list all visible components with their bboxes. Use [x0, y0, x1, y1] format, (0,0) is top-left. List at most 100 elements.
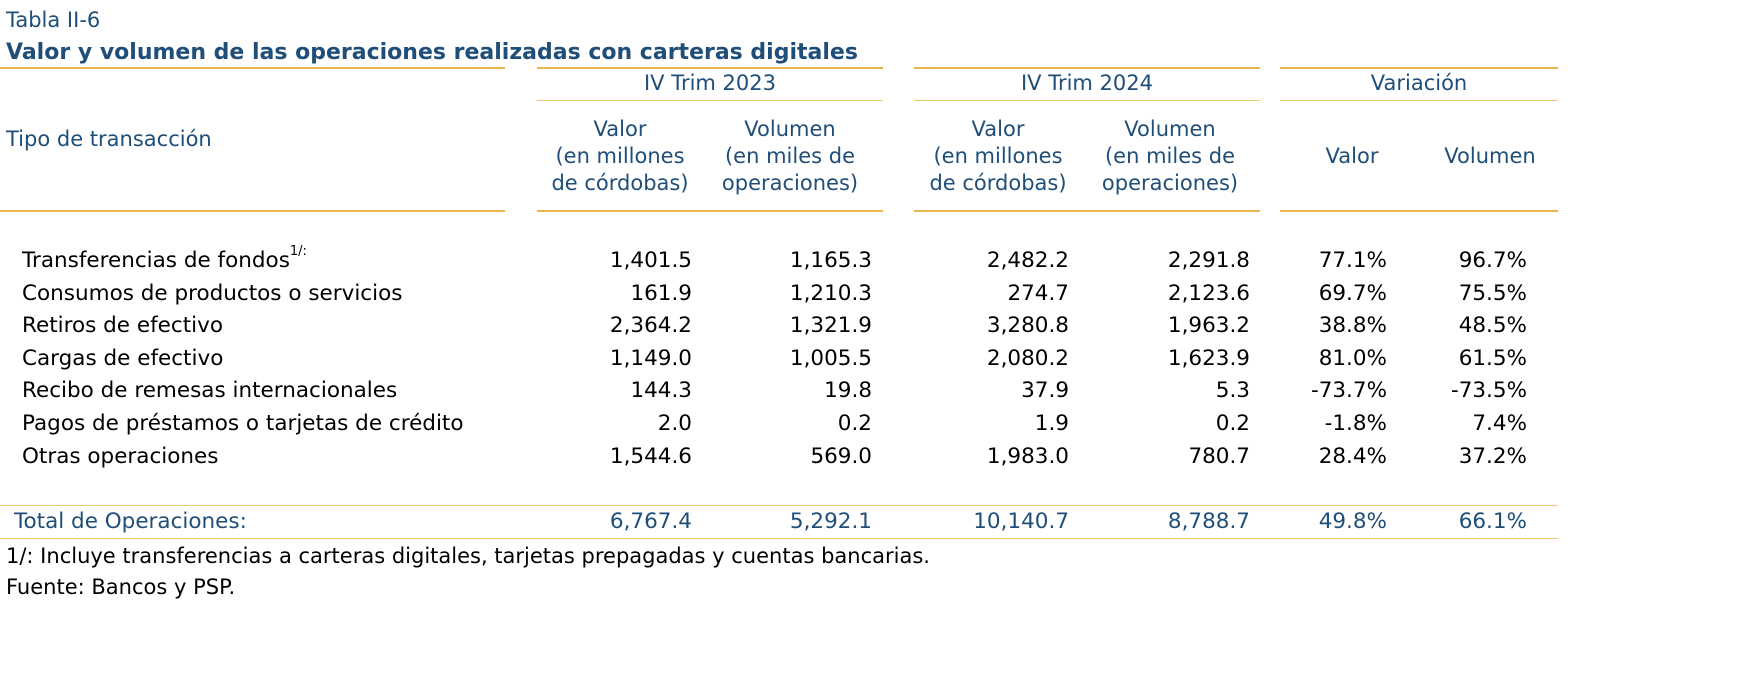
col-header-line: Volumen: [1124, 117, 1216, 141]
footnote: 1/: Incluye transferencias a carteras di…: [6, 544, 930, 568]
cell-var-volumen: 7.4%: [1472, 411, 1527, 436]
col-header-line: de córdobas): [551, 171, 689, 195]
cell-volumen-2023: 19.8: [824, 378, 872, 403]
group-underline-variacion: [1280, 100, 1558, 101]
row-label: Otras operaciones: [22, 444, 219, 469]
cell-volumen-2024: 780.7: [1188, 444, 1250, 469]
total-volumen-2024: 8,788.7: [1167, 509, 1250, 534]
col-header-line: Valor: [593, 117, 647, 141]
col-header-volumen-2024: Volumen (en miles de operaciones): [1080, 116, 1260, 197]
cell-valor-2024: 3,280.8: [986, 313, 1069, 338]
total-bottom-rule: [0, 538, 1558, 539]
cell-valor-2024: 1,983.0: [986, 444, 1069, 469]
row-label-text: Transferencias de fondos: [22, 248, 290, 273]
total-volumen-2023: 5,292.1: [789, 509, 872, 534]
top-rule-2024: [914, 67, 1260, 69]
cell-var-valor: 38.8%: [1318, 313, 1387, 338]
cell-var-valor: 28.4%: [1318, 444, 1387, 469]
group-header-2024: IV Trim 2024: [1020, 71, 1154, 95]
cell-var-volumen: 75.5%: [1458, 281, 1527, 306]
cell-valor-2023: 1,401.5: [609, 248, 692, 273]
cell-volumen-2024: 1,963.2: [1167, 313, 1250, 338]
cell-volumen-2023: 1,321.9: [789, 313, 872, 338]
col-header-line: operaciones): [721, 171, 859, 195]
cell-var-valor: -1.8%: [1324, 411, 1387, 436]
table-row: Cargas de efectivo 1,149.0 1,005.5 2,080…: [0, 346, 1758, 378]
row-label: Transferencias de fondos1/:: [22, 244, 307, 273]
cell-volumen-2023: 1,165.3: [789, 248, 872, 273]
col-header-line: (en miles de: [724, 144, 855, 168]
col-header-line: Volumen: [744, 117, 836, 141]
cell-volumen-2024: 1,623.9: [1167, 346, 1250, 371]
source-note: Fuente: Bancos y PSP.: [6, 575, 236, 599]
footnote-ref: 1/:: [289, 244, 307, 259]
total-label: Total de Operaciones:: [14, 509, 247, 534]
total-top-rule: [0, 505, 1558, 506]
group-header-2023: IV Trim 2023: [643, 71, 777, 95]
cell-volumen-2023: 1,210.3: [789, 281, 872, 306]
cell-var-volumen: -73.5%: [1450, 378, 1527, 403]
cell-valor-2024: 1.9: [1034, 411, 1069, 436]
header-rule-variacion: [1280, 210, 1558, 212]
cell-volumen-2023: 1,005.5: [789, 346, 872, 371]
total-row: Total de Operaciones: 6,767.4 5,292.1 10…: [0, 509, 1758, 541]
table-row: Retiros de efectivo 2,364.2 1,321.9 3,28…: [0, 313, 1758, 345]
col-header-line: (en millones: [555, 144, 685, 168]
group-underline-2024: [914, 100, 1260, 101]
row-label: Retiros de efectivo: [22, 313, 223, 338]
col-header-line: (en millones: [933, 144, 1063, 168]
header-rule-2023: [537, 210, 883, 212]
cell-volumen-2024: 0.2: [1215, 411, 1250, 436]
col-header-valor-2023: Valor (en millones de córdobas): [530, 116, 710, 197]
cell-volumen-2023: 569.0: [810, 444, 872, 469]
col-header-line: (en miles de: [1104, 144, 1235, 168]
cell-valor-2023: 1,544.6: [609, 444, 692, 469]
table-label: Tabla II-6: [6, 8, 101, 32]
cell-valor-2023: 2,364.2: [609, 313, 692, 338]
top-rule-left: [0, 67, 505, 69]
col-header-line: operaciones): [1101, 171, 1239, 195]
cell-var-volumen: 61.5%: [1458, 346, 1527, 371]
header-rule-2024: [914, 210, 1260, 212]
total-valor-2023: 6,767.4: [609, 509, 692, 534]
cell-var-valor: 77.1%: [1318, 248, 1387, 273]
cell-volumen-2024: 5.3: [1215, 378, 1250, 403]
col-header-var-volumen: Volumen: [1444, 144, 1536, 168]
cell-var-volumen: 96.7%: [1458, 248, 1527, 273]
cell-var-valor: -73.7%: [1310, 378, 1387, 403]
cell-var-volumen: 37.2%: [1458, 444, 1527, 469]
row-header-label: Tipo de transacción: [6, 127, 212, 151]
col-header-line: de córdobas): [929, 171, 1067, 195]
cell-volumen-2024: 2,291.8: [1167, 248, 1250, 273]
cell-valor-2023: 144.3: [630, 378, 692, 403]
cell-valor-2024: 274.7: [1007, 281, 1069, 306]
col-header-var-valor: Valor: [1325, 144, 1379, 168]
top-rule-2023: [537, 67, 883, 69]
cell-var-valor: 81.0%: [1318, 346, 1387, 371]
cell-var-volumen: 48.5%: [1458, 313, 1527, 338]
row-label: Cargas de efectivo: [22, 346, 224, 371]
cell-valor-2023: 2.0: [657, 411, 692, 436]
row-label: Pagos de préstamos o tarjetas de crédito: [22, 411, 464, 436]
cell-valor-2023: 1,149.0: [609, 346, 692, 371]
table-row: Transferencias de fondos1/: 1,401.5 1,16…: [0, 244, 1758, 280]
table-row: Recibo de remesas internacionales 144.3 …: [0, 378, 1758, 410]
top-rule-variacion: [1280, 67, 1558, 69]
col-header-valor-2024: Valor (en millones de córdobas): [908, 116, 1088, 197]
total-var-volumen: 66.1%: [1458, 509, 1527, 534]
col-header-line: Valor: [971, 117, 1025, 141]
cell-volumen-2023: 0.2: [837, 411, 872, 436]
total-valor-2024: 10,140.7: [973, 509, 1069, 534]
cell-volumen-2024: 2,123.6: [1167, 281, 1250, 306]
row-label: Consumos de productos o servicios: [22, 281, 403, 306]
col-header-volumen-2023: Volumen (en miles de operaciones): [700, 116, 880, 197]
total-var-valor: 49.8%: [1318, 509, 1387, 534]
cell-valor-2024: 2,080.2: [986, 346, 1069, 371]
table-row: Consumos de productos o servicios 161.9 …: [0, 281, 1758, 313]
cell-var-valor: 69.7%: [1318, 281, 1387, 306]
table-title: Valor y volumen de las operaciones reali…: [6, 40, 858, 65]
row-label: Recibo de remesas internacionales: [22, 378, 398, 403]
cell-valor-2024: 37.9: [1021, 378, 1069, 403]
group-header-variacion: Variación: [1370, 71, 1468, 95]
table-row: Otras operaciones 1,544.6 569.0 1,983.0 …: [0, 444, 1758, 476]
